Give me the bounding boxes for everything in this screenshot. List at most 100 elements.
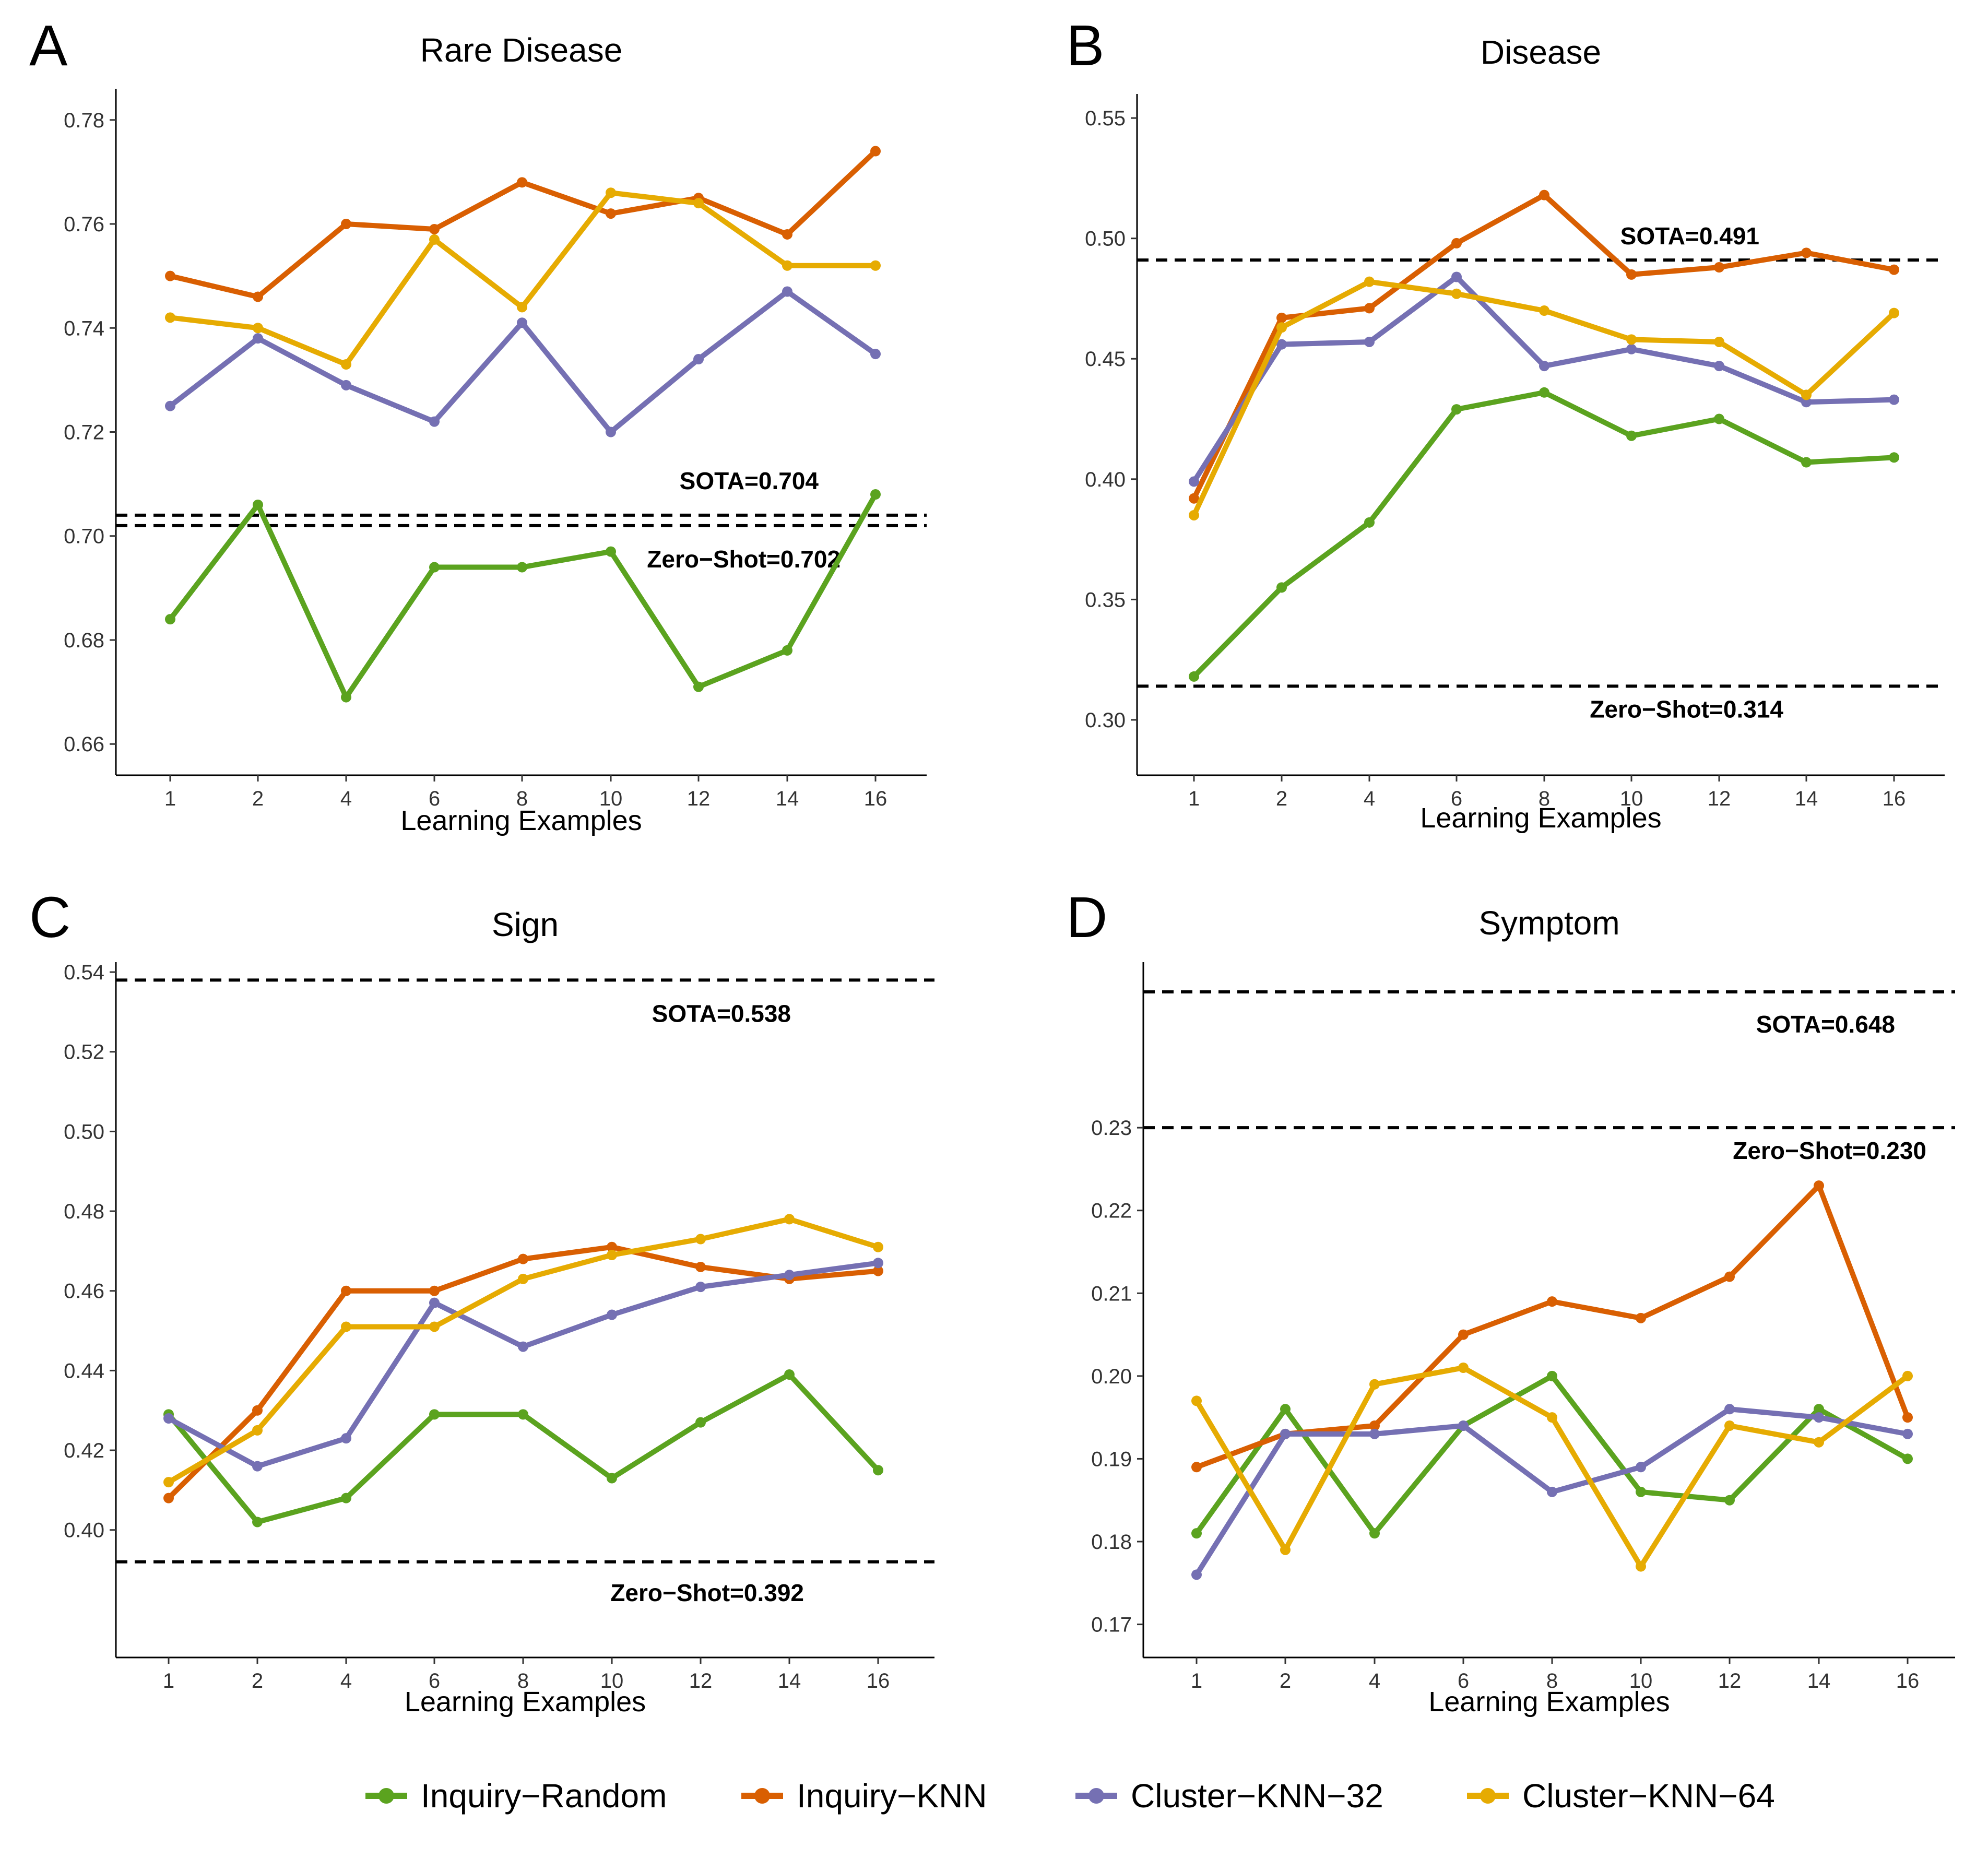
y-tick-label: 0.46 (64, 1280, 104, 1303)
data-point (606, 427, 616, 437)
y-tick-label: 0.50 (1085, 228, 1126, 251)
data-point (252, 1517, 263, 1527)
data-point (1626, 334, 1637, 345)
data-point (870, 489, 881, 500)
data-point (1626, 344, 1637, 354)
x-tick-label: 2 (252, 787, 264, 810)
legend-label: Inquiry−Random (421, 1777, 667, 1815)
x-tick-label: 6 (1451, 787, 1462, 810)
chart-title: Disease (1481, 33, 1601, 71)
y-tick-label: 0.78 (64, 109, 104, 132)
data-point (163, 1413, 174, 1424)
x-tick-label: 1 (1191, 1669, 1202, 1692)
data-point (1714, 262, 1724, 273)
data-point (517, 562, 527, 573)
x-tick-label: 12 (687, 787, 711, 810)
data-point (253, 499, 263, 510)
data-point (607, 1241, 617, 1252)
data-point (517, 317, 527, 328)
data-point (784, 1214, 795, 1225)
data-point (1714, 413, 1724, 424)
data-point (429, 234, 440, 245)
x-tick-label: 8 (1546, 1669, 1558, 1692)
series-line (166, 1372, 881, 1525)
data-point (1364, 336, 1375, 347)
data-point (518, 1253, 528, 1264)
x-tick-label: 14 (1807, 1669, 1831, 1692)
x-tick-label: 1 (1188, 787, 1200, 810)
series-cluster-knn-32 (1191, 1404, 1913, 1580)
y-tick-label: 0.19 (1091, 1448, 1132, 1471)
data-point (784, 1270, 795, 1281)
data-point (253, 333, 263, 344)
y-tick-label: 0.35 (1085, 588, 1126, 611)
series-inquiry-random (1189, 387, 1899, 682)
y-tick-label: 0.66 (64, 733, 104, 756)
data-point (165, 614, 175, 625)
series-cluster-knn-32 (163, 1258, 883, 1472)
data-point (1724, 1271, 1735, 1282)
data-point (1364, 517, 1375, 528)
x-tick-label: 8 (1539, 787, 1550, 810)
data-point (1191, 1462, 1202, 1473)
y-tick-label: 0.17 (1091, 1614, 1132, 1637)
reference-label: Zero−Shot=0.230 (1733, 1137, 1926, 1164)
data-point (1724, 1404, 1735, 1415)
data-point (1801, 247, 1812, 258)
x-tick-label: 14 (778, 1669, 801, 1692)
y-tick-label: 0.18 (1091, 1531, 1132, 1554)
data-point (517, 302, 527, 313)
data-point (1626, 430, 1637, 441)
legend-label: Cluster−KNN−32 (1131, 1777, 1383, 1815)
data-point (1189, 671, 1199, 682)
y-tick-label: 0.72 (64, 421, 104, 444)
data-point (1636, 1561, 1646, 1572)
data-point (1539, 387, 1549, 398)
x-tick-label: 1 (163, 1669, 174, 1692)
y-tick-label: 0.40 (64, 1519, 104, 1542)
x-axis-label: Learning Examples (1420, 802, 1661, 834)
y-tick-label: 0.44 (64, 1359, 104, 1382)
y-tick-label: 0.55 (1085, 107, 1126, 130)
x-tick-label: 4 (340, 787, 352, 810)
data-point (1364, 303, 1375, 314)
y-tick-label: 0.42 (64, 1439, 104, 1462)
series-line (168, 289, 878, 435)
y-tick-label: 0.20 (1091, 1365, 1132, 1388)
data-point (782, 286, 792, 297)
series-line (1191, 389, 1897, 679)
data-point (1714, 336, 1724, 347)
x-tick-label: 10 (1629, 1669, 1653, 1692)
y-tick-label: 0.52 (64, 1041, 104, 1064)
x-tick-label: 12 (1718, 1669, 1742, 1692)
series-cluster-knn-64 (1191, 1363, 1913, 1572)
data-point (607, 1309, 617, 1320)
data-point (1280, 1544, 1291, 1555)
reference-label: SOTA=0.648 (1756, 1011, 1895, 1038)
data-point (1189, 510, 1199, 520)
data-point (1889, 264, 1899, 275)
x-tick-label: 16 (1883, 787, 1906, 810)
data-point (1189, 493, 1199, 504)
y-tick-label: 0.22 (1091, 1200, 1132, 1223)
chart-title: Symptom (1478, 904, 1619, 942)
series-cluster-knn-64 (165, 187, 881, 370)
x-tick-label: 8 (517, 1669, 529, 1692)
data-point (165, 400, 175, 411)
legend-label: Cluster−KNN−64 (1522, 1777, 1775, 1815)
x-tick-label: 10 (600, 1669, 624, 1692)
data-point (1547, 1370, 1557, 1381)
x-tick-label: 14 (1795, 787, 1818, 810)
data-point (517, 177, 527, 188)
data-point (429, 1321, 440, 1332)
data-point (518, 1341, 528, 1352)
data-point (518, 1409, 528, 1420)
series-inquiry-random (165, 489, 881, 703)
series-line (1194, 1365, 1910, 1569)
data-point (341, 219, 351, 230)
reference-label: Zero−Shot=0.314 (1590, 695, 1783, 723)
data-point (429, 1285, 440, 1296)
x-tick-label: 2 (252, 1669, 263, 1692)
data-point (429, 1409, 440, 1420)
data-point (782, 229, 792, 240)
